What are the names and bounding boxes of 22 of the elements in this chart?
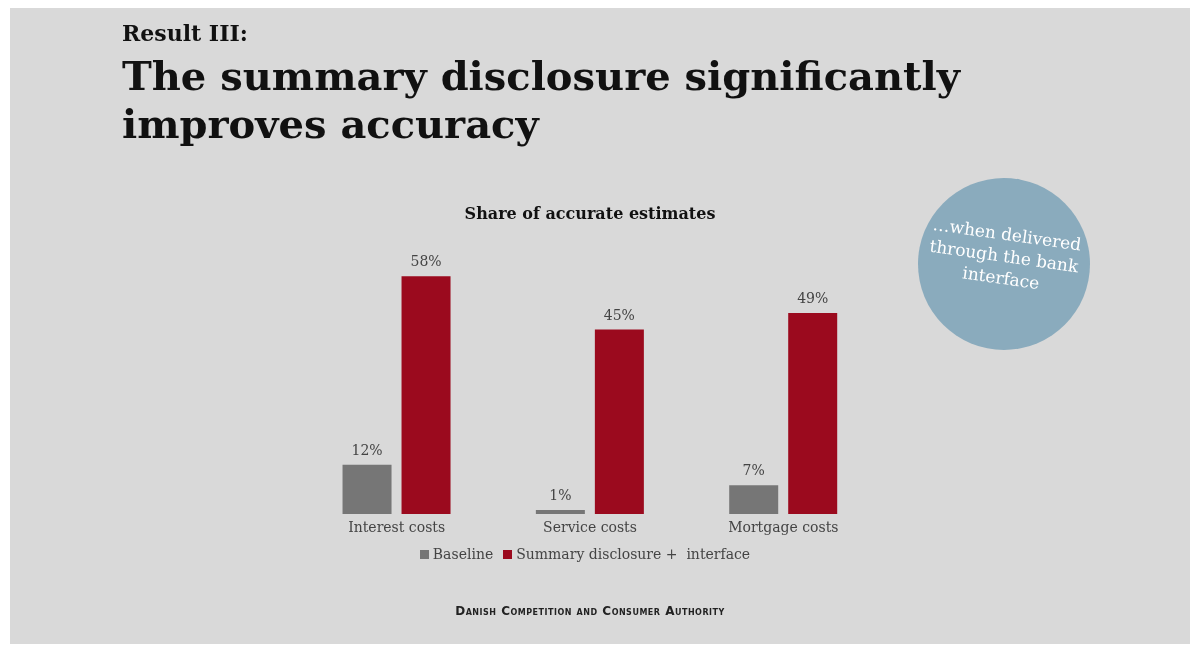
text: …when delivered through the bank interface: [927, 212, 1084, 296]
data-label: 7%: [742, 462, 765, 479]
text: Result III:: [122, 20, 248, 46]
chart-title: The summary disclosure significantly improves accuracy: [122, 52, 962, 148]
bar: [535, 509, 585, 514]
data-label: 49%: [797, 290, 829, 307]
chart-subtitle: Share of accurate estimates: [463, 204, 717, 223]
bar: [594, 329, 644, 514]
text: Danish Competition and Consumer Authority: [454, 604, 726, 618]
x-tick-label: Service costs: [543, 518, 637, 535]
x-tick-label: Mortgage costs: [728, 518, 839, 535]
legend-label: Summary disclosure + interface: [516, 546, 751, 562]
legend-label: Baseline: [432, 546, 494, 562]
bar: [401, 276, 451, 514]
bar: [788, 313, 838, 514]
bar: [342, 464, 392, 514]
bar: [729, 485, 779, 514]
data-label: 45%: [603, 306, 635, 323]
x-tick-label: Interest costs: [348, 518, 446, 535]
data-label: 1%: [549, 486, 572, 503]
data-label: 12%: [351, 441, 383, 458]
data-label: 58%: [410, 253, 442, 270]
